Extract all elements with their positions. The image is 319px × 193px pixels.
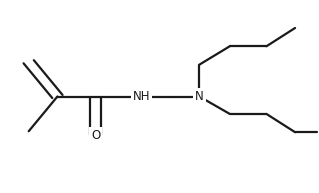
Text: O: O [91, 129, 100, 142]
Text: NH: NH [133, 90, 151, 103]
Text: N: N [195, 90, 204, 103]
